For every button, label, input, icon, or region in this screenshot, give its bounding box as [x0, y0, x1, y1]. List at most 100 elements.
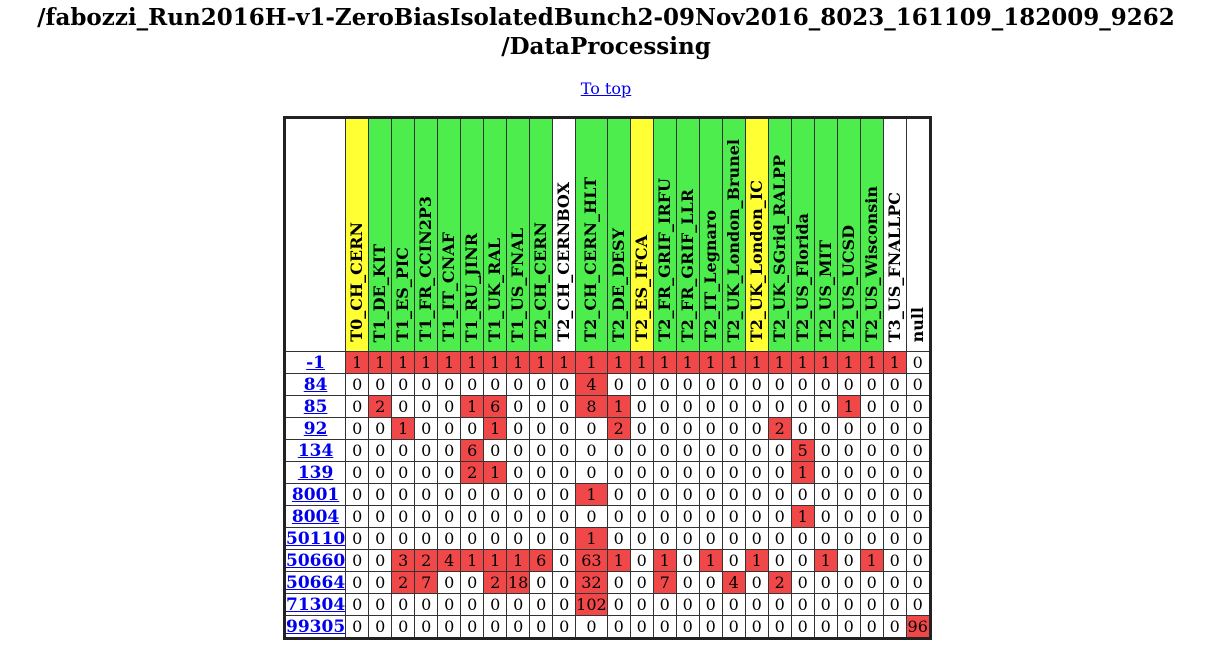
count-cell: 0 [882, 483, 907, 506]
count-cell: 2 [391, 571, 416, 594]
count-cell: 1 [813, 549, 838, 572]
count-cell: 0 [552, 571, 577, 594]
error-code-link[interactable]: 8001 [291, 484, 340, 505]
count-cell: 0 [859, 615, 884, 639]
count-cell: 0 [529, 417, 554, 440]
site-header: T1_ES_PIC [391, 117, 416, 352]
count-cell: 0 [675, 505, 700, 528]
count-cell: 0 [813, 395, 838, 418]
count-cell: 0 [790, 571, 815, 594]
count-cell: 0 [882, 505, 907, 528]
error-code-link[interactable]: -1 [306, 352, 326, 373]
count-cell: 0 [675, 615, 700, 639]
count-cell: 1 [790, 351, 815, 374]
count-cell: 7 [414, 571, 439, 594]
count-cell: 0 [460, 417, 485, 440]
count-cell: 0 [721, 439, 746, 462]
count-cell: 0 [882, 417, 907, 440]
error-code-link[interactable]: 139 [297, 462, 334, 483]
error-code-link[interactable]: 84 [303, 374, 328, 395]
count-cell: 0 [437, 395, 462, 418]
count-cell: 0 [859, 483, 884, 506]
count-cell: 0 [698, 417, 723, 440]
site-header-label: T1_FR_CCIN2P3 [416, 196, 436, 342]
count-cell: 0 [345, 439, 370, 462]
count-cell: 0 [859, 571, 884, 594]
title-line-2: /DataProcessing [501, 33, 711, 60]
error-code-link[interactable]: 134 [297, 440, 334, 461]
count-cell: 0 [483, 593, 508, 616]
count-cell: 0 [345, 615, 370, 639]
count-cell: 0 [767, 593, 792, 616]
site-header: T2_CH_CERN_HLT [575, 117, 608, 352]
error-code-link[interactable]: 71304 [286, 594, 346, 615]
site-header-label: T1_RU_JINR [462, 232, 482, 342]
table-body: -1 1 1 1 1 1 1 1 1 1 1 1 1 1 1 1 1 1 1 1 1 1 1 1 1 0 84 0 0 0 0 0 0 0 0 0 0 4… [283, 351, 931, 639]
count-cell: 1 [698, 549, 723, 572]
error-code-link[interactable]: 50110 [286, 528, 346, 549]
error-code-link[interactable]: 50660 [286, 550, 346, 571]
site-header-label: T2_UK_London_IC [746, 179, 766, 342]
count-cell: 0 [836, 461, 861, 484]
count-cell: 0 [483, 439, 508, 462]
count-cell: 0 [767, 461, 792, 484]
count-cell: 0 [767, 615, 792, 639]
count-cell: 0 [767, 549, 792, 572]
count-cell: 0 [575, 615, 608, 639]
error-code-site-table: T0_CH_CERN T1_DE_KIT T1_ES_PIC T1_FR_CCIN2P… [283, 116, 932, 640]
error-code-cell: 71304 [283, 593, 347, 616]
count-cell: 0 [506, 615, 531, 639]
count-cell: 8 [575, 395, 608, 418]
count-cell: 0 [345, 395, 370, 418]
count-cell: 32 [575, 571, 608, 594]
error-code-cell: 8004 [283, 505, 347, 528]
count-cell: 0 [552, 615, 577, 639]
count-cell: 0 [744, 373, 769, 396]
count-cell: 63 [575, 549, 608, 572]
count-cell: 0 [629, 417, 654, 440]
count-cell: 1 [790, 461, 815, 484]
count-cell: 4 [575, 373, 608, 396]
site-header-label: T1_IT_CNAF [439, 232, 459, 342]
count-cell: 0 [368, 461, 393, 484]
count-cell: 0 [529, 615, 554, 639]
count-cell: 0 [836, 527, 861, 550]
count-cell: 0 [698, 461, 723, 484]
count-cell: 0 [698, 593, 723, 616]
site-header: T1_DE_KIT [368, 117, 393, 352]
error-code-link[interactable]: 99305 [286, 616, 346, 637]
site-header: T2_CH_CERNBOX [552, 117, 577, 352]
error-code-link[interactable]: 8004 [291, 506, 340, 527]
error-code-cell: -1 [283, 351, 347, 374]
count-cell: 0 [675, 593, 700, 616]
count-cell: 0 [813, 593, 838, 616]
site-header: T2_FR_GRIF_LLR [675, 117, 700, 352]
count-cell: 0 [391, 505, 416, 528]
count-cell: 0 [460, 505, 485, 528]
site-header-label: T2_IT_Legnaro [700, 209, 720, 342]
count-cell: 1 [859, 549, 884, 572]
error-code-link[interactable]: 85 [303, 396, 328, 417]
count-cell: 0 [652, 593, 677, 616]
count-cell: 96 [905, 615, 931, 639]
count-cell: 0 [506, 593, 531, 616]
count-cell: 0 [790, 527, 815, 550]
to-top-link[interactable]: To top [580, 79, 632, 98]
count-cell: 2 [767, 571, 792, 594]
count-cell: 0 [552, 593, 577, 616]
count-cell: 1 [483, 417, 508, 440]
count-cell: 0 [813, 373, 838, 396]
count-cell: 0 [552, 483, 577, 506]
count-cell: 1 [721, 351, 746, 374]
count-cell: 5 [790, 439, 815, 462]
count-cell: 0 [882, 571, 907, 594]
error-code-link[interactable]: 92 [303, 418, 328, 439]
table-row: 71304 0 0 0 0 0 0 0 0 0 0 102 0 0 0 0 0 0 0 0 0 0 0 0 0 0 [283, 593, 931, 616]
error-code-link[interactable]: 50664 [286, 572, 346, 593]
count-cell: 0 [813, 615, 838, 639]
count-cell: 0 [552, 505, 577, 528]
count-cell: 0 [652, 615, 677, 639]
table-row: 134 0 0 0 0 0 6 0 0 0 0 0 0 0 0 0 0 0 0 0 5 0 0 0 0 0 [283, 439, 931, 462]
count-cell: 0 [675, 373, 700, 396]
count-cell: 0 [905, 373, 931, 396]
